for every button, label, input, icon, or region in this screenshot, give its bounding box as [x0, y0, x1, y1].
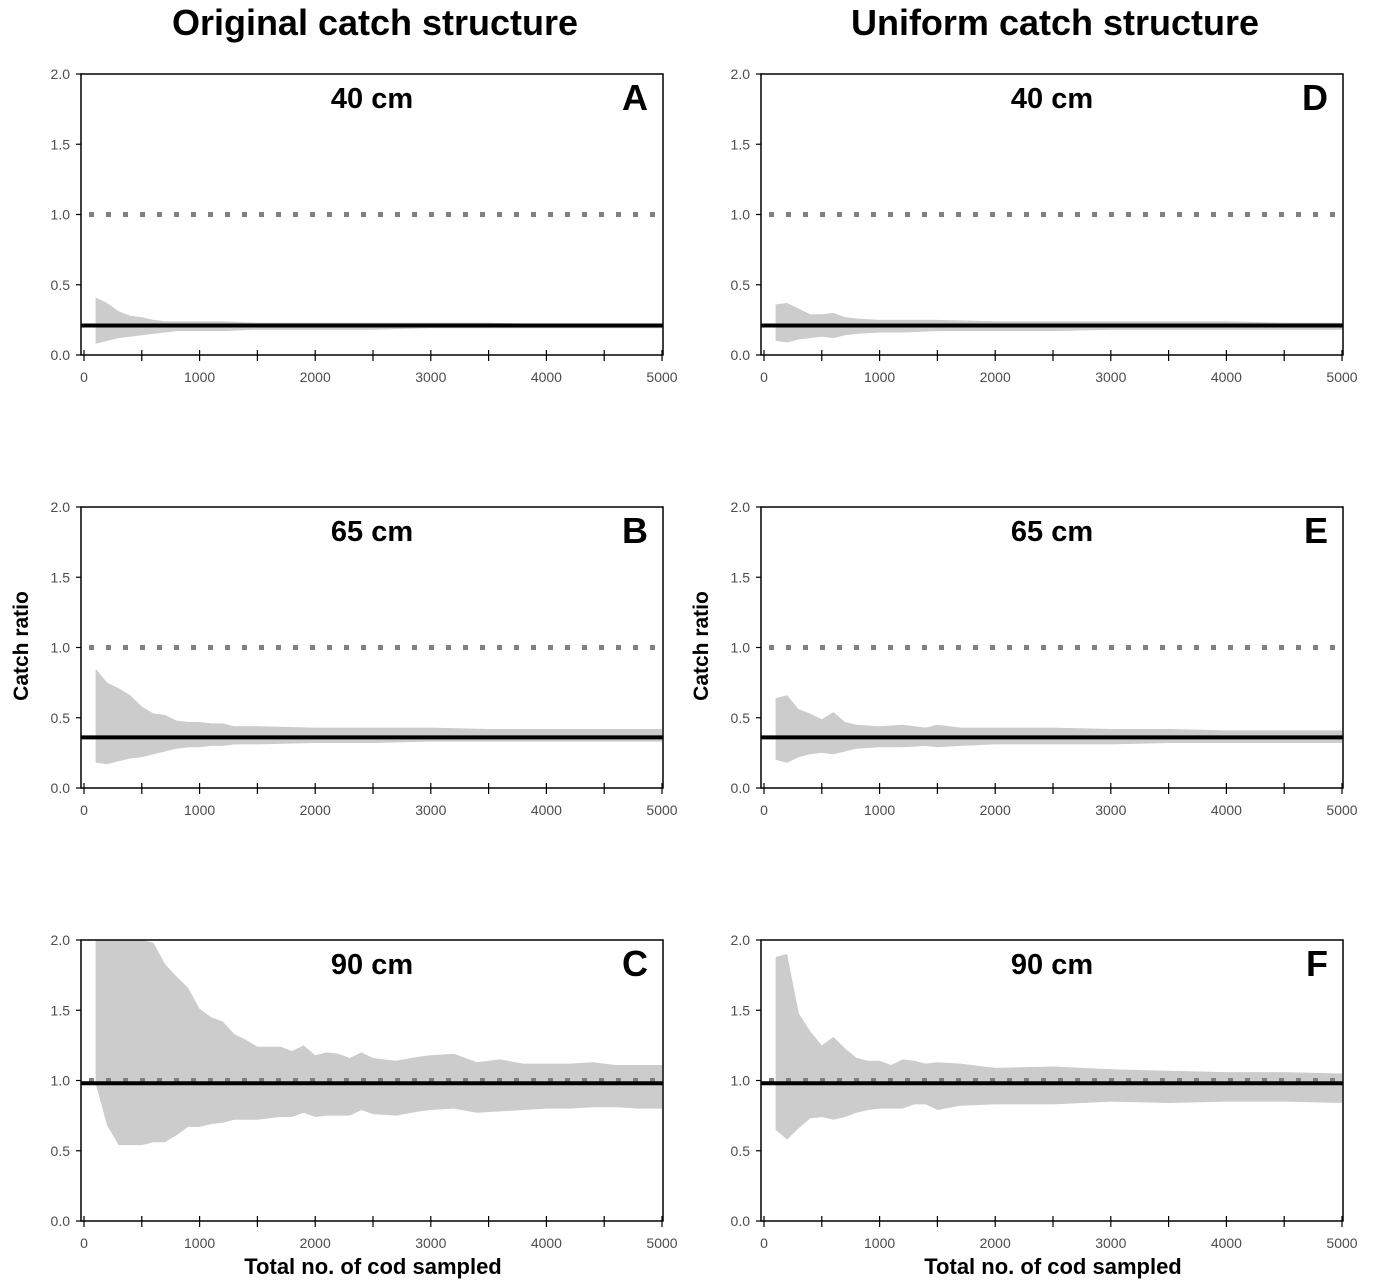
y-tick-label: 1.5	[51, 569, 71, 585]
size-label: 40 cm	[1011, 83, 1093, 115]
panel-letter: A	[622, 77, 648, 118]
x-tick-label: 5000	[646, 369, 677, 385]
y-tick-label: 0.0	[51, 1213, 71, 1229]
panel-b: 0.0 0.5 1.0 1.5 2.0 0 1000 2000 3000 4000 5000 65 c…	[51, 499, 678, 818]
x-tick-label: 2000	[980, 802, 1011, 818]
y-tick-label: 0.0	[731, 347, 751, 363]
y-tick-label: 0.0	[51, 347, 71, 363]
x-tick-label: 4000	[1211, 369, 1242, 385]
x-tick-label: 2000	[980, 369, 1011, 385]
panel-c: 0.0 0.5 1.0 1.5 2.0 0 1000 2000 3000 4000 5000 90 c…	[51, 932, 678, 1251]
y-tick-label: 0.5	[731, 277, 751, 293]
y-tick-label: 1.0	[731, 1073, 751, 1089]
y-tick-label: 2.0	[731, 499, 751, 515]
x-tick-label: 4000	[531, 1235, 562, 1251]
y-tick-label: 1.5	[731, 136, 751, 152]
y-tick-label: 1.5	[731, 569, 751, 585]
y-tick-label: 1.0	[731, 640, 751, 656]
y-tick-label: 0.5	[51, 277, 71, 293]
y-tick-label: 1.5	[51, 1002, 71, 1018]
panel-letter: C	[622, 943, 648, 984]
x-tick-label: 4000	[531, 802, 562, 818]
x-axis-label-right: Total no. of cod sampled	[924, 1254, 1182, 1279]
confidence-band	[775, 303, 1342, 343]
panel-a: 0.0 0.5 1.0 1.5 2.0 0 1000 2000 3000 4000 5000 40 c…	[51, 66, 678, 385]
panel-letter: E	[1304, 510, 1328, 551]
panel-frame	[80, 73, 664, 356]
x-tick-label: 3000	[1095, 802, 1126, 818]
y-tick-label: 0.5	[51, 710, 71, 726]
x-tick-label: 3000	[1095, 369, 1126, 385]
x-tick-label: 0	[760, 802, 768, 818]
x-tick-label: 1000	[864, 802, 895, 818]
y-tick-label: 0.5	[51, 1143, 71, 1159]
y-tick-label: 0.5	[731, 1143, 751, 1159]
x-tick-label: 3000	[1095, 1235, 1126, 1251]
y-tick-label: 2.0	[51, 66, 71, 82]
x-tick-label: 1000	[184, 802, 215, 818]
y-tick-label: 0.0	[731, 780, 751, 796]
confidence-band	[95, 940, 663, 1146]
x-tick-label: 5000	[1326, 369, 1357, 385]
panel-f: 0.0 0.5 1.0 1.5 2.0 0 1000 2000 3000 4000 5000 90 c…	[731, 932, 1358, 1251]
y-tick-label: 1.5	[51, 136, 71, 152]
y-tick-label: 2.0	[51, 499, 71, 515]
x-tick-label: 0	[760, 369, 768, 385]
y-tick-label: 1.5	[731, 1002, 751, 1018]
panel-e: 0.0 0.5 1.0 1.5 2.0 0 1000 2000 3000 4000 5000 65 c…	[731, 499, 1358, 818]
x-tick-label: 2000	[300, 802, 331, 818]
x-tick-label: 0	[80, 369, 88, 385]
x-tick-label: 0	[80, 1235, 88, 1251]
y-tick-label: 0.0	[731, 1213, 751, 1229]
y-tick-label: 2.0	[51, 932, 71, 948]
confidence-band	[95, 297, 663, 344]
x-tick-label: 3000	[415, 369, 446, 385]
x-tick-label: 1000	[184, 1235, 215, 1251]
x-tick-label: 4000	[1211, 802, 1242, 818]
x-axis-label-left: Total no. of cod sampled	[244, 1254, 502, 1279]
x-tick-label: 5000	[1326, 1235, 1357, 1251]
x-tick-label: 0	[760, 1235, 768, 1251]
y-tick-label: 1.0	[51, 640, 71, 656]
confidence-band	[775, 954, 1342, 1140]
x-tick-label: 3000	[415, 802, 446, 818]
x-tick-label: 1000	[864, 369, 895, 385]
size-label: 40 cm	[331, 83, 413, 115]
y-tick-label: 0.5	[731, 710, 751, 726]
y-tick-label: 2.0	[731, 66, 751, 82]
x-tick-label: 1000	[864, 1235, 895, 1251]
size-label: 90 cm	[331, 949, 413, 981]
size-label: 90 cm	[1011, 949, 1093, 981]
panel-d: 0.0 0.5 1.0 1.5 2.0 0 1000 2000 3000 4000 5000 40 c…	[731, 66, 1358, 385]
x-tick-label: 1000	[184, 369, 215, 385]
panel-letter: F	[1306, 943, 1328, 984]
x-tick-label: 2000	[300, 369, 331, 385]
x-tick-label: 5000	[646, 1235, 677, 1251]
y-tick-label: 1.0	[51, 207, 71, 223]
x-tick-label: 2000	[300, 1235, 331, 1251]
x-tick-label: 5000	[1326, 802, 1357, 818]
confidence-band	[775, 695, 1342, 763]
size-label: 65 cm	[331, 516, 413, 548]
x-tick-label: 5000	[646, 802, 677, 818]
x-tick-label: 0	[80, 802, 88, 818]
size-label: 65 cm	[1011, 516, 1093, 548]
panel-frame	[760, 73, 1344, 356]
column-title-original: Original catch structure	[171, 2, 579, 43]
y-tick-label: 1.0	[51, 1073, 71, 1089]
y-tick-label: 0.0	[51, 780, 71, 796]
x-tick-label: 3000	[415, 1235, 446, 1251]
x-tick-label: 2000	[980, 1235, 1011, 1251]
y-tick-label: 2.0	[731, 932, 751, 948]
confidence-band	[95, 668, 663, 765]
panel-letter: B	[622, 510, 648, 551]
column-title-uniform: Uniform catch structure	[850, 2, 1260, 43]
x-tick-label: 4000	[531, 369, 562, 385]
x-tick-label: 4000	[1211, 1235, 1242, 1251]
panel-letter: D	[1302, 77, 1328, 118]
y-tick-label: 1.0	[731, 207, 751, 223]
